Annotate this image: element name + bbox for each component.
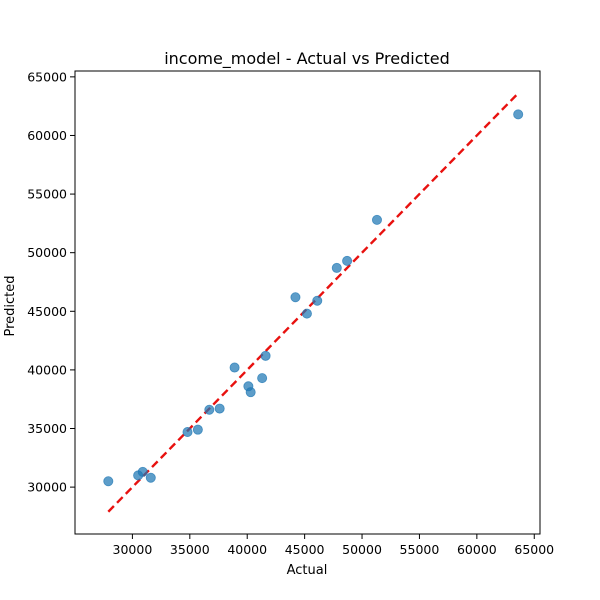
x-axis-ticks: 30000 35000 40000 45000 50000 55000 60000 65000 <box>113 534 554 557</box>
data-point-8 <box>229 362 240 373</box>
x-tick-label-45000: 45000 <box>285 542 325 557</box>
y-tick-label-35000: 35000 <box>27 421 67 436</box>
y-tick-label-55000: 55000 <box>27 187 67 202</box>
data-point-17 <box>342 255 353 266</box>
data-point-14 <box>301 308 312 319</box>
x-tick-label-30000: 30000 <box>113 542 153 557</box>
data-point-16 <box>331 262 342 273</box>
axes-frame <box>74 70 541 535</box>
data-point-19 <box>513 109 524 120</box>
data-point-6 <box>204 404 215 415</box>
data-point-18 <box>371 214 382 225</box>
data-point-10 <box>245 387 256 398</box>
x-tick-label-65000: 65000 <box>514 542 554 557</box>
data-point-12 <box>260 350 271 361</box>
data-point-4 <box>182 427 193 438</box>
y-tick-label-40000: 40000 <box>27 362 67 377</box>
y-tick-label-50000: 50000 <box>27 245 67 260</box>
y-tick-label-45000: 45000 <box>27 304 67 319</box>
x-tick-label-50000: 50000 <box>342 542 382 557</box>
data-point-2 <box>137 466 148 477</box>
chart-title: income_model - Actual vs Predicted <box>164 49 450 69</box>
y-axis-title: Predicted <box>3 275 18 336</box>
x-tick-label-35000: 35000 <box>170 542 210 557</box>
x-axis-title: Actual <box>287 563 328 578</box>
y-tick-label-30000: 30000 <box>27 480 67 495</box>
y-axis-ticks: 30000 35000 40000 45000 50000 55000 60000 65000 <box>27 69 75 495</box>
x-tick-label-40000: 40000 <box>227 542 267 557</box>
data-point-7 <box>214 403 225 414</box>
y-tick-label-60000: 60000 <box>27 128 67 143</box>
y-tick-label-65000: 65000 <box>27 69 67 84</box>
data-point-5 <box>192 424 203 435</box>
plot-area <box>74 70 541 535</box>
data-point-0 <box>103 476 114 487</box>
data-point-15 <box>312 295 323 306</box>
data-point-11 <box>257 373 268 384</box>
data-point-13 <box>290 292 301 303</box>
x-tick-label-60000: 60000 <box>457 542 497 557</box>
data-point-3 <box>145 472 156 483</box>
x-tick-label-55000: 55000 <box>400 542 440 557</box>
